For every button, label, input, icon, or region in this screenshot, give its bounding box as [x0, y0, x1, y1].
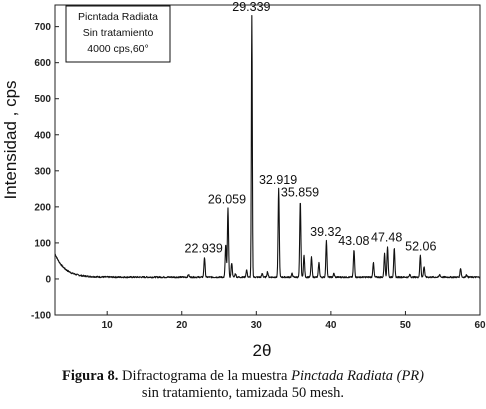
- y-tick-label: -100: [31, 311, 51, 322]
- x-tick-label: 60: [474, 320, 486, 331]
- x-tick-label: 10: [102, 320, 114, 331]
- y-tick-label: 100: [34, 238, 51, 249]
- peak-label: 52.06: [405, 240, 436, 254]
- y-tick-label: 300: [34, 166, 51, 177]
- y-tick-label: 0: [45, 274, 51, 285]
- peak-label: 43.08: [338, 234, 369, 248]
- peak-label: 32.919: [259, 173, 297, 187]
- y-tick-label: 600: [34, 58, 51, 69]
- figure-caption: Figura 8. Difractograma de la muestra Pi…: [0, 368, 486, 402]
- x-tick-label: 30: [251, 320, 263, 331]
- x-tick-label: 20: [176, 320, 188, 331]
- y-tick-label: 400: [34, 130, 51, 141]
- y-tick-label: 500: [34, 94, 51, 105]
- x-axis-label: 2θ: [253, 341, 272, 360]
- y-tick-label: 700: [34, 22, 51, 33]
- peak-label: 39.32: [310, 225, 341, 239]
- peak-label: 29.339: [232, 0, 270, 14]
- y-axis-ticks: -100 0 100 200 300 400 500 600 700: [31, 22, 59, 322]
- x-tick-label: 40: [325, 320, 337, 331]
- caption-text: Difractograma de la muestra: [118, 368, 292, 384]
- legend-box: Picntada Radiata Sin tratamiento 4000 cp…: [65, 5, 171, 63]
- peak-label: 35.859: [281, 185, 319, 199]
- legend-line-2: Sin tratamiento: [83, 27, 154, 39]
- y-tick-label: 200: [34, 202, 51, 213]
- peak-label: 22.939: [185, 241, 223, 255]
- peak-label: 47.48: [371, 231, 402, 245]
- y-axis-label: Intensidad , cps: [1, 80, 20, 199]
- legend-line-3: 4000 cps,60°: [87, 43, 148, 55]
- caption-lead: Figura 8.: [62, 368, 119, 384]
- caption-line-2: sin tratamiento, tamizada 50 mesh.: [141, 385, 345, 401]
- plot-frame: [54, 4, 481, 316]
- x-axis-ticks: 10 20 30 40 50 60: [102, 311, 486, 331]
- diffractogram-line: [55, 15, 480, 279]
- peak-label: 26.059: [208, 193, 246, 207]
- caption-species: Pinctada Radiata (PR): [291, 368, 424, 384]
- x-tick-label: 50: [400, 320, 412, 331]
- legend-line-1: Picntada Radiata: [78, 11, 158, 23]
